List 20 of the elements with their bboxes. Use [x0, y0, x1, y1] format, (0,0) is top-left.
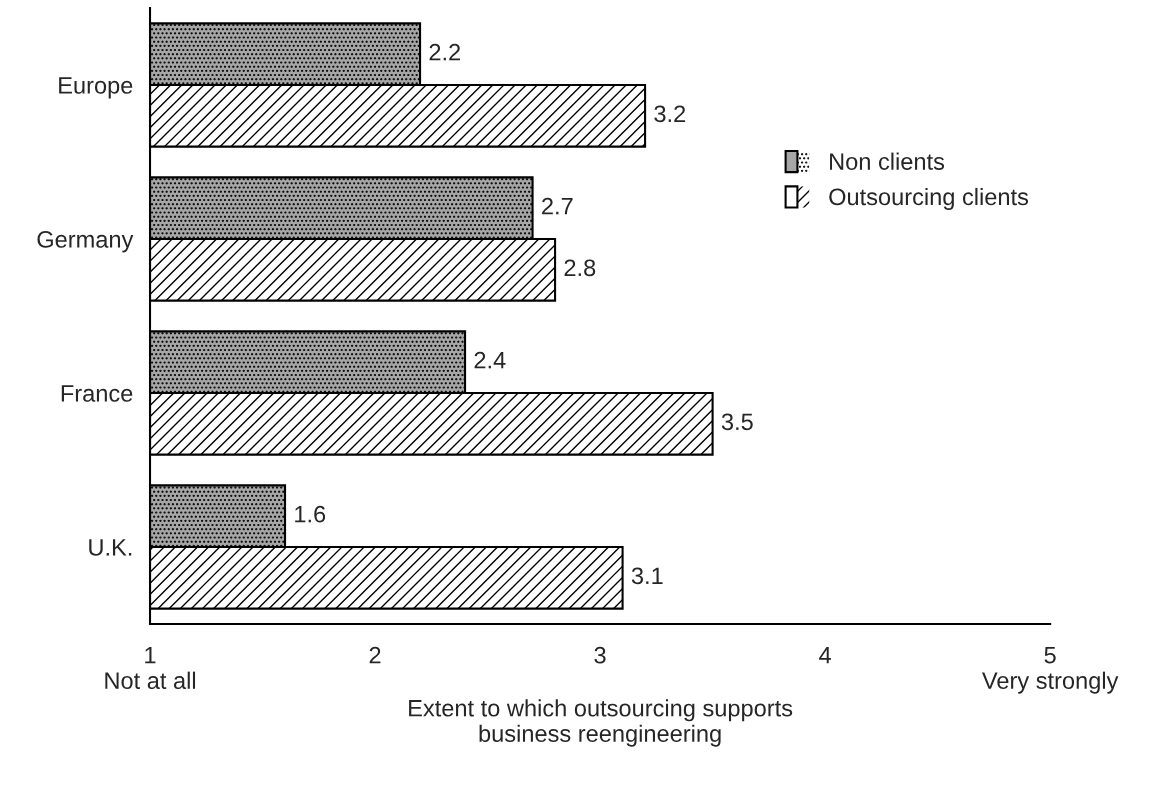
data-label: 2.2: [429, 43, 461, 61]
y-tick-label: Germany: [37, 231, 134, 253]
y-tick-label: U.K.: [89, 539, 132, 556]
data-label: 3.1: [631, 567, 663, 585]
x-tick-label: 5 Very strongly: [982, 647, 1119, 694]
data-label: 1.6: [295, 505, 326, 523]
legend-label: Outsourcing clients: [829, 187, 1029, 210]
x-axis-title: Extent to which outsourcing supports business reengineering: [409, 699, 793, 747]
legend-label: Non clients: [830, 152, 945, 170]
x-tick-label: 3: [594, 646, 606, 664]
x-tick-label: 1 Not at all: [105, 647, 196, 689]
data-label: 3.5: [721, 413, 753, 431]
x-tick-label: 4: [819, 647, 831, 664]
y-tick-label: France: [61, 385, 133, 402]
data-label: 3.2: [654, 105, 686, 123]
x-tick-label: 2: [369, 646, 381, 664]
data-label: 2.7: [542, 197, 573, 215]
y-tick-label: Europe: [59, 77, 133, 99]
data-label: 2.8: [564, 259, 596, 277]
data-label: 2.4: [474, 351, 506, 369]
